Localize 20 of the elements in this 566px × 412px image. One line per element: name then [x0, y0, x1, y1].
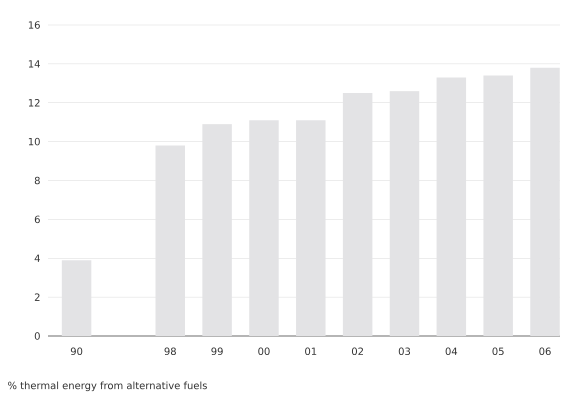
x-tick-label: 06 [539, 348, 551, 356]
y-tick-label: 0 [34, 332, 40, 340]
y-tick-label: 8 [34, 176, 40, 184]
x-tick-label: 01 [305, 348, 316, 356]
x-tick-label: 04 [446, 348, 458, 356]
y-tick-label: 6 [34, 216, 40, 224]
x-axis-title: % thermal energy from alternative fuels [8, 382, 207, 392]
x-tick-label: 00 [258, 348, 270, 356]
y-tick-label: 2 [34, 293, 40, 301]
y-tick-label: 14 [28, 60, 40, 68]
y-tick-label: 10 [28, 138, 40, 146]
x-tick-label: 99 [211, 348, 223, 356]
y-tick-label: 12 [28, 99, 40, 106]
x-tick-label: 03 [398, 348, 410, 356]
x-tick-label: 90 [70, 348, 82, 356]
x-tick-label: 02 [352, 348, 363, 356]
y-tick-label: 16 [28, 21, 40, 29]
x-tick-label: 98 [164, 348, 176, 356]
y-tick-label: 4 [34, 254, 40, 262]
x-tick-label: 05 [492, 348, 504, 356]
